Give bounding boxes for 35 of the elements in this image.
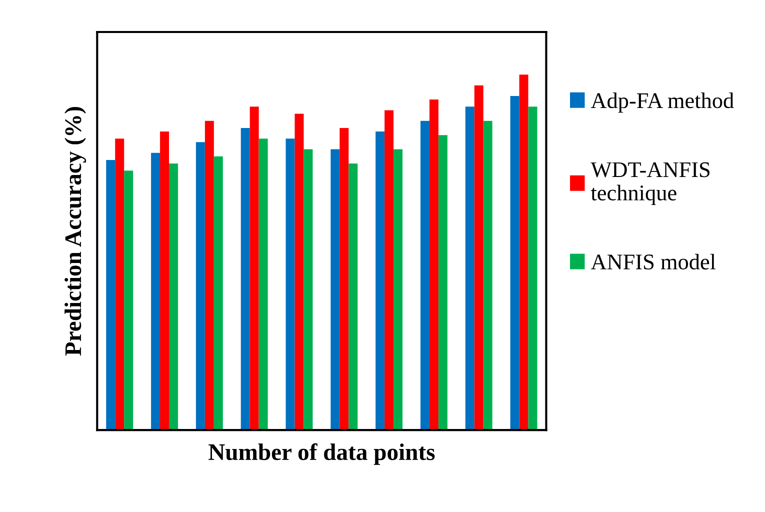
bar: [250, 106, 259, 430]
bar: [151, 152, 160, 430]
legend-label: WDT-ANFIS technique: [590, 162, 710, 205]
x-axis-title: Number of data points: [208, 443, 435, 465]
legend-label: ANFIS model: [590, 254, 716, 270]
bar: [420, 120, 430, 430]
bar: [330, 149, 340, 430]
bar: [204, 120, 214, 430]
bar: [384, 110, 394, 430]
bar: [376, 132, 385, 430]
bar: [124, 170, 134, 430]
bar: [519, 74, 528, 430]
bar: [474, 85, 484, 430]
bar: [528, 106, 538, 430]
bar: [483, 120, 492, 430]
bar: [429, 100, 438, 430]
bar: [115, 138, 124, 430]
bar: [258, 138, 268, 430]
bar: [169, 164, 178, 430]
bar: [394, 149, 403, 430]
bar: [106, 160, 116, 430]
legend-label: Adp-FA method: [590, 92, 734, 113]
bar: [304, 149, 313, 430]
y-axis-title: Prediction Accuracy (%): [64, 107, 86, 356]
bar: [196, 142, 205, 430]
bar: [214, 156, 223, 430]
bar: [294, 114, 304, 430]
bar: [286, 138, 295, 430]
bar: [160, 132, 170, 430]
bar: [340, 128, 349, 430]
bar: [240, 128, 250, 430]
bar: [465, 106, 474, 430]
bar: [348, 164, 358, 430]
bar: [510, 96, 520, 430]
bar: [438, 135, 448, 430]
